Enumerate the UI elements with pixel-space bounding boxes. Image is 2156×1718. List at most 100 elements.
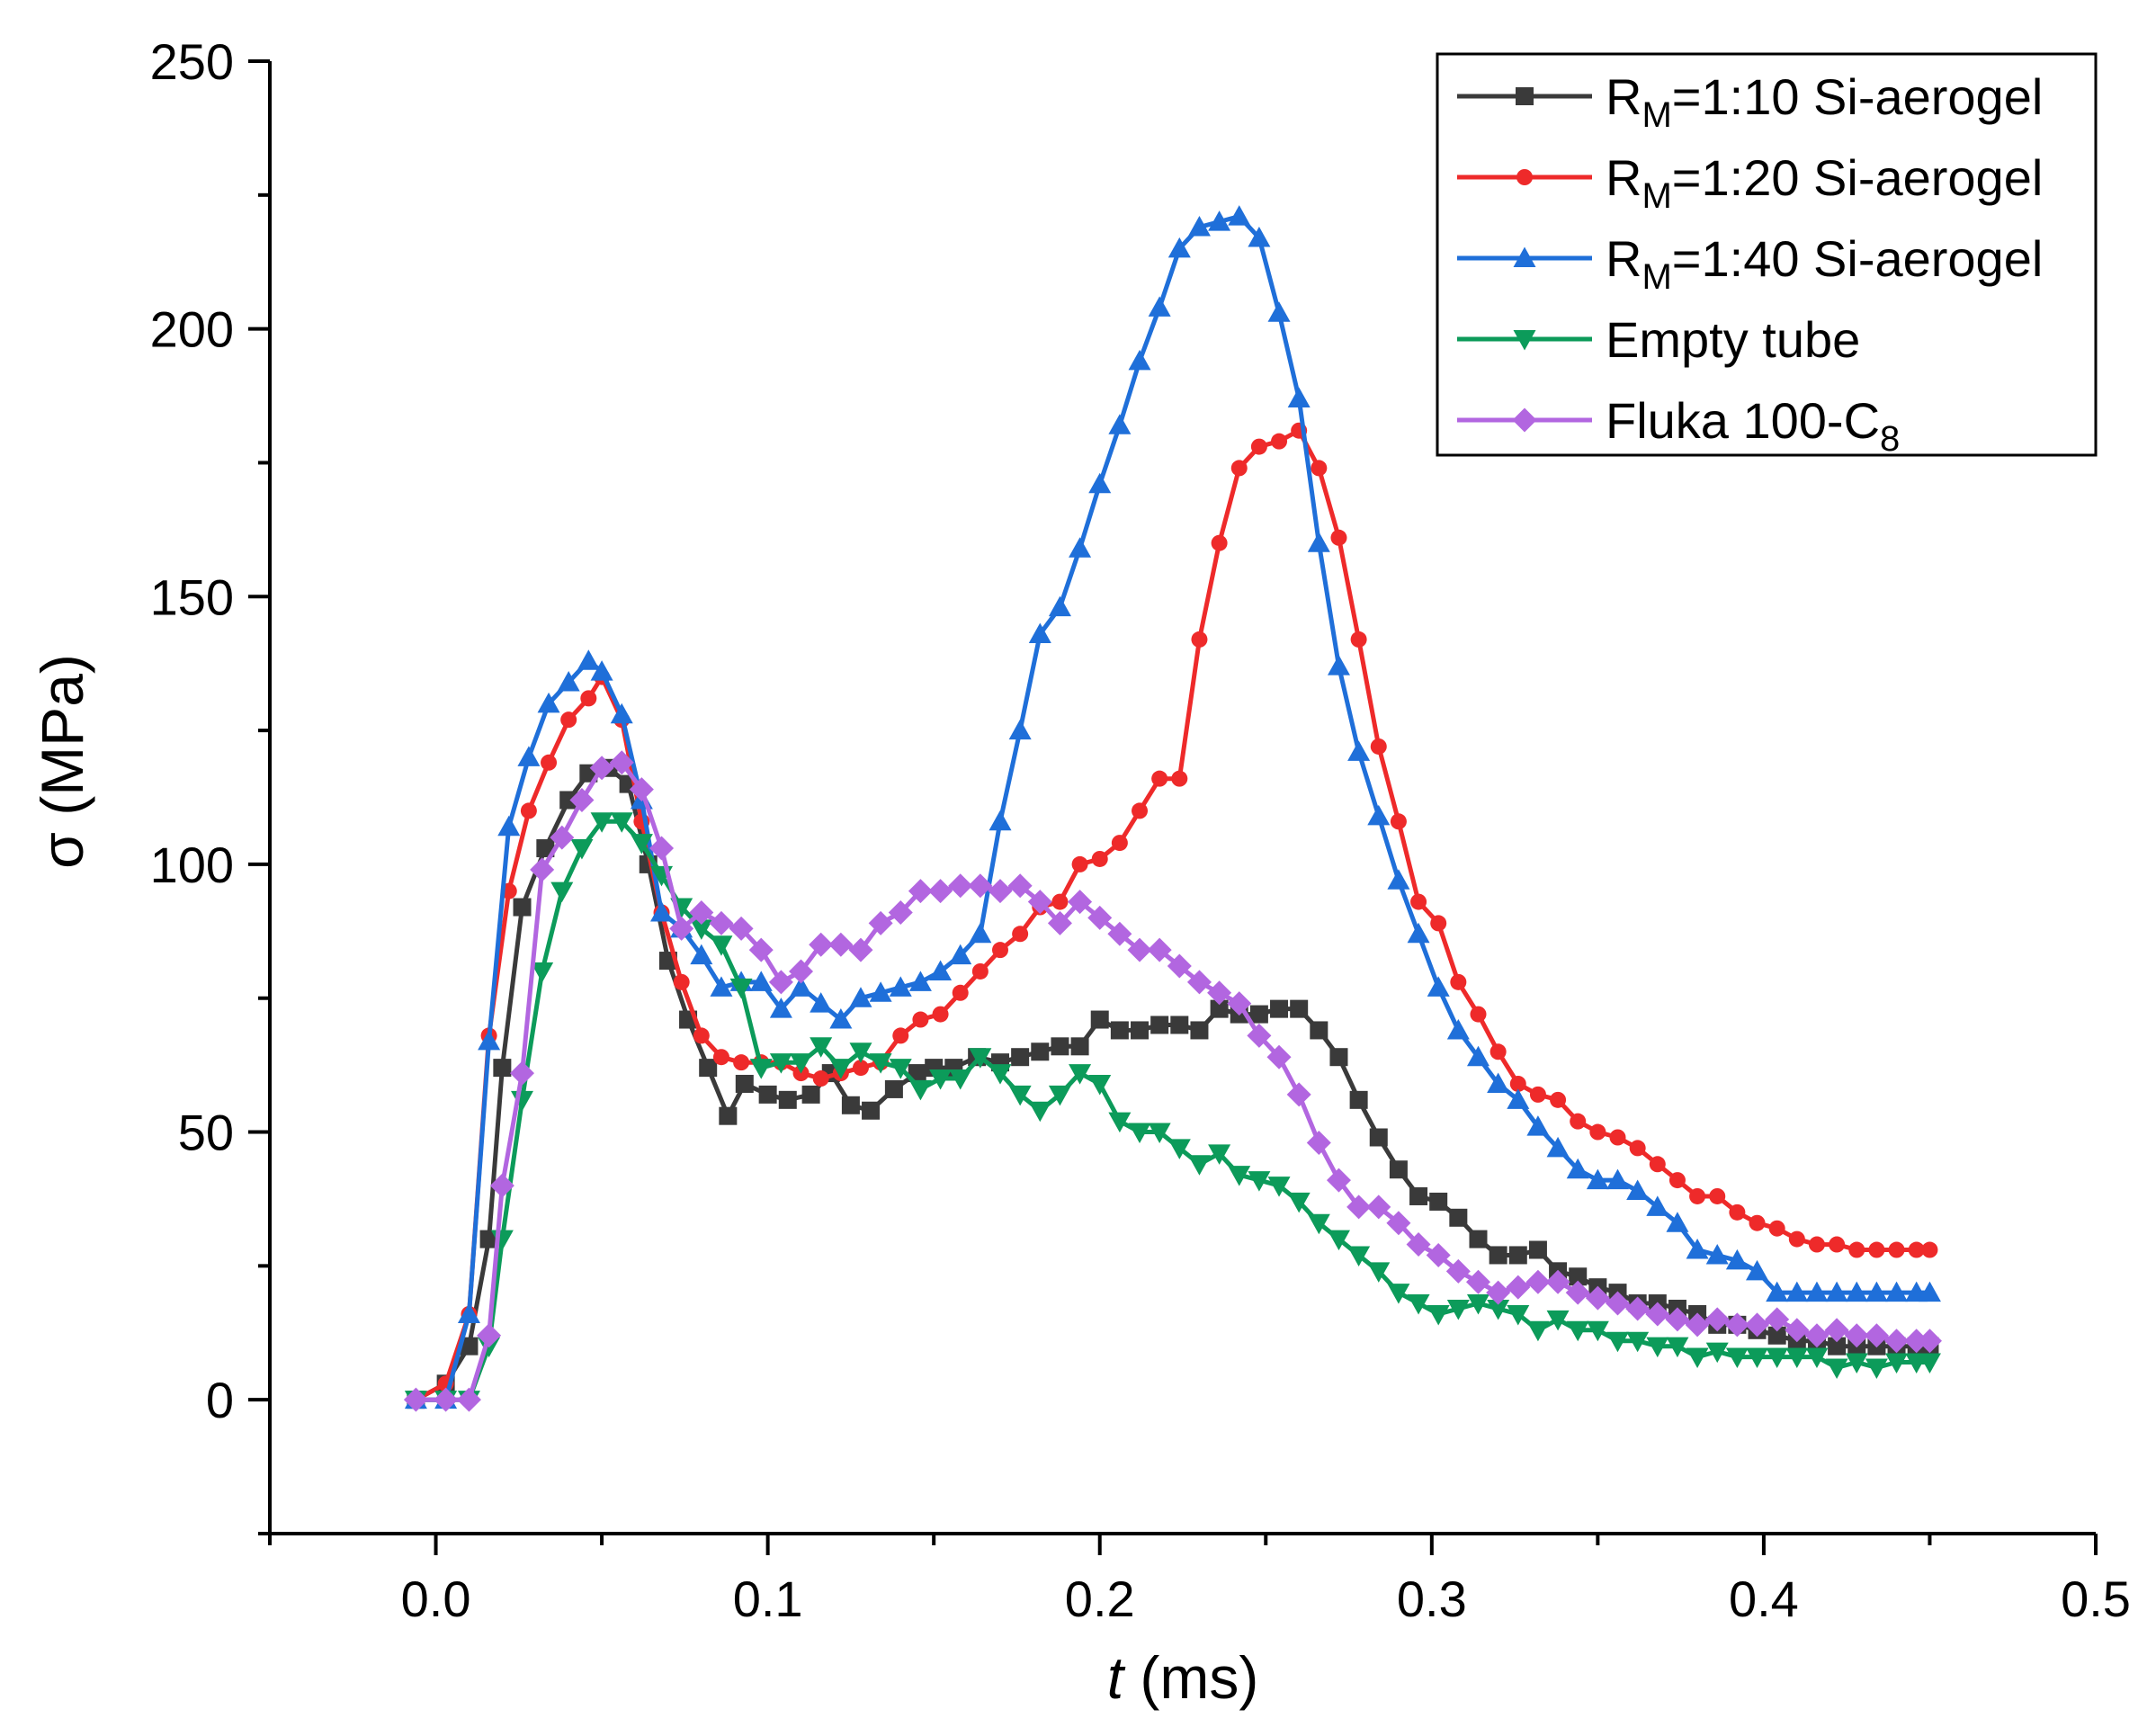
data-point [589,756,614,781]
data-point [1349,1090,1368,1109]
legend-box [1436,52,2098,457]
data-point [477,1323,502,1348]
legend-label: Empty tube [1606,311,1860,368]
data-point [1048,595,1071,617]
data-point [733,1054,750,1071]
data-point [1528,1240,1547,1259]
data-point [1465,1269,1490,1294]
data-point [1746,1347,1769,1369]
data-point [1247,1023,1272,1048]
data-point [1449,1208,1468,1227]
data-point [1606,1291,1631,1316]
data-point [812,1070,829,1087]
data-point [1369,1128,1388,1147]
data-point [789,959,814,984]
data-point [790,1053,813,1074]
data-point [1746,1259,1769,1281]
data-point [1429,1192,1448,1211]
data-point [1110,1021,1129,1040]
y-tick-label: 50 [178,1105,234,1161]
legend-label: Fluka 100-C8 [1606,392,1900,459]
data-point [1828,1337,1847,1356]
data-point [1825,1358,1848,1379]
y-tick-label: 150 [150,568,234,625]
data-point [1921,1241,1938,1258]
data-point [1207,980,1232,1006]
data-point [1864,1323,1889,1348]
data-point [610,702,633,724]
data-point [1445,1258,1471,1284]
data-point [1128,1123,1151,1144]
data-point [1884,1329,1910,1354]
data-point [1804,1323,1829,1348]
data-point [1725,1347,1749,1369]
data-point [719,1106,738,1125]
data-point [690,944,713,965]
data-point [559,791,578,810]
data-point [460,1337,479,1356]
data-point [489,1173,514,1198]
legend-label: RM=1:10 Si-aerogel [1606,68,2043,135]
data-point [1230,460,1248,477]
data-point [1566,1158,1589,1179]
data-point [862,1101,881,1120]
y-tick-label: 250 [150,33,234,90]
data-point [1409,1186,1428,1205]
data-point [1566,1320,1589,1342]
data-point [1490,1043,1507,1060]
data-point [735,1074,754,1093]
data-point [1689,1187,1706,1204]
data-point [1908,1241,1925,1258]
data-point [1788,1230,1805,1248]
data-point [989,810,1012,831]
data-point [908,1079,932,1101]
data-point [497,815,521,837]
legend-label-main: Empty tube [1606,311,1860,368]
data-point [610,812,633,833]
data-point [888,899,913,925]
x-tick-label: 0.5 [2061,1570,2131,1627]
data-point [1725,1248,1749,1270]
data-point [1766,1281,1789,1302]
data-point [1306,1130,1331,1155]
data-point [1609,1129,1626,1146]
data-point [1367,804,1391,826]
data-point [1012,926,1029,943]
data-point [1466,1045,1490,1067]
data-point [969,922,992,944]
data-point [1767,1326,1786,1345]
data-point [729,978,753,999]
data-point [849,987,872,1007]
data-point [1070,1037,1089,1056]
data-point [550,881,574,903]
data-point [590,660,613,681]
data-point [971,962,989,980]
data-point [949,944,972,965]
data-point [689,899,714,925]
data-point [531,962,554,983]
data-point [1290,999,1309,1018]
x-axis-title-italic: t [1107,1644,1126,1711]
data-point [1529,1086,1546,1103]
data-point [1646,1337,1669,1358]
data-point [992,942,1008,959]
data-point [1450,973,1467,990]
data-point [1087,905,1113,930]
data-point [1208,210,1231,231]
data-point [1028,622,1051,643]
data-point [1570,1113,1587,1130]
legend-label-rest: =1:40 Si-aerogel [1672,230,2044,287]
data-point [1191,631,1208,648]
data-point [1526,1115,1550,1136]
data-point [1147,937,1172,962]
data-point [1266,1044,1292,1069]
legend-label: RM=1:20 Si-aerogel [1606,149,2043,216]
data-point [1370,738,1387,755]
data-point [841,1096,860,1114]
data-point [1427,1304,1450,1326]
data-point [550,825,575,850]
data-point [989,1064,1012,1085]
data-point [768,970,793,995]
x-tick-label: 0.3 [1397,1570,1467,1627]
data-point [710,935,733,956]
